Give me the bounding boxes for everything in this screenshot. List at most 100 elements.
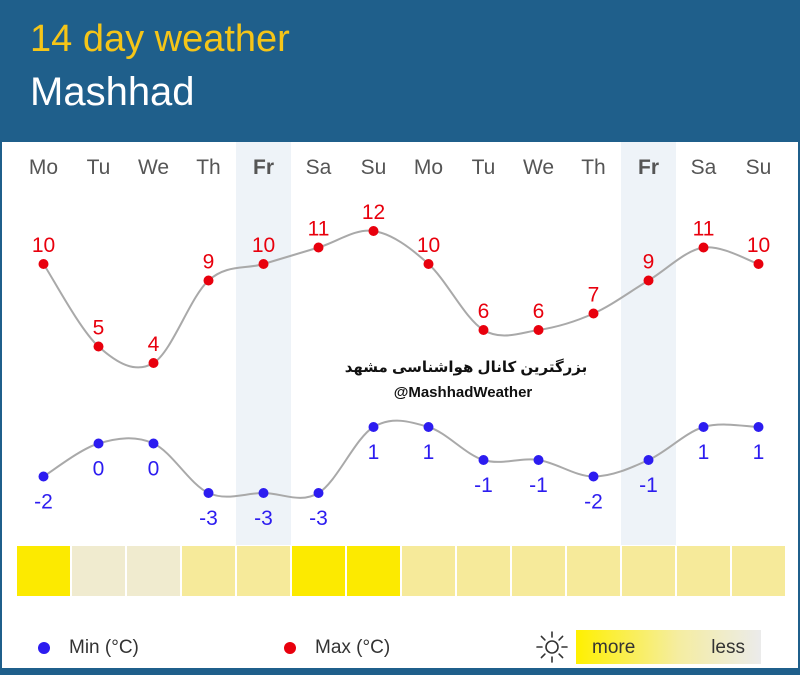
min-point	[643, 455, 654, 465]
sunshine-scale: more less	[576, 630, 761, 664]
day-label: Sa	[691, 156, 717, 179]
max-point	[258, 259, 269, 269]
min-point	[38, 471, 49, 482]
legend-max-dot	[284, 642, 296, 654]
min-point	[148, 438, 159, 449]
max-value-label: 6	[533, 300, 545, 323]
sunshine-cell	[72, 546, 125, 596]
day-label: Fr	[638, 156, 659, 179]
max-point	[698, 242, 709, 253]
legend-max: Max (°C)	[284, 628, 390, 668]
max-point	[203, 275, 214, 286]
max-value-label: 5	[93, 317, 105, 340]
day-label: Th	[196, 156, 221, 179]
min-value-label: -2	[584, 491, 603, 514]
sunshine-cell	[732, 546, 785, 596]
min-point	[753, 422, 764, 432]
min-value-label: -2	[34, 491, 53, 514]
sunshine-cell	[292, 546, 345, 596]
watermark-line1: بزرگترین کانال هواشناسی مشهد	[345, 358, 588, 376]
max-value-label: 7	[588, 284, 600, 307]
max-value-label: 12	[362, 201, 385, 224]
max-value-label: 10	[417, 234, 440, 257]
min-point	[478, 455, 489, 465]
frame-right-border	[798, 142, 800, 675]
sun-icon	[536, 631, 568, 663]
sunshine-more-label: more	[592, 637, 636, 658]
sunshine-cell	[347, 546, 400, 596]
min-value-label: -1	[474, 474, 493, 497]
min-value-label: 1	[753, 441, 765, 464]
sunshine-cell	[237, 546, 290, 596]
city-name: Mashhad	[30, 70, 195, 114]
max-value-label: 10	[747, 234, 770, 257]
day-label: Su	[361, 156, 387, 179]
max-point	[368, 226, 379, 236]
day-label: Mo	[29, 156, 58, 179]
day-label: Fr	[253, 156, 274, 179]
max-point	[588, 308, 599, 319]
max-point	[753, 259, 764, 269]
sunshine-cell	[622, 546, 675, 596]
sunshine-cell	[182, 546, 235, 596]
max-point	[93, 341, 104, 352]
max-point	[643, 275, 654, 286]
min-point	[588, 471, 599, 482]
min-point	[313, 488, 324, 498]
sunshine-cell	[127, 546, 180, 596]
max-point	[148, 358, 159, 368]
frame-left-border	[0, 142, 2, 675]
max-value-label: 9	[643, 251, 655, 274]
min-value-label: 1	[423, 441, 435, 464]
legend-min-label: Min (°C)	[69, 637, 139, 658]
max-value-label: 6	[478, 300, 490, 323]
max-value-label: 11	[308, 218, 330, 241]
min-point	[93, 438, 104, 449]
day-label: Tu	[87, 156, 111, 179]
min-point	[203, 488, 214, 498]
max-point	[38, 259, 49, 269]
sunshine-less-label: less	[711, 637, 745, 658]
footer-bar	[0, 668, 800, 675]
max-point	[533, 325, 544, 335]
max-value-label: 10	[252, 234, 275, 257]
sunshine-cell	[512, 546, 565, 596]
min-value-label: -1	[529, 474, 548, 497]
max-point	[423, 259, 434, 269]
day-label: Su	[746, 156, 772, 179]
day-label: Mo	[414, 156, 443, 179]
min-value-label: -3	[309, 507, 328, 530]
sunshine-cell	[17, 546, 70, 596]
max-value-label: 9	[203, 251, 215, 274]
sunshine-cell	[457, 546, 510, 596]
legend-min: Min (°C)	[38, 628, 139, 668]
day-label: We	[138, 156, 169, 179]
sunshine-cell	[402, 546, 455, 596]
sunshine-cell	[567, 546, 620, 596]
day-label: Sa	[306, 156, 332, 179]
max-value-label: 4	[148, 333, 160, 356]
min-value-label: -3	[199, 507, 218, 530]
min-point	[258, 488, 269, 498]
min-value-label: -3	[254, 507, 273, 530]
header: 14 day weather Mashhad	[0, 0, 800, 142]
min-value-label: 1	[698, 441, 710, 464]
highlight-band	[621, 142, 676, 545]
legend-min-dot	[38, 642, 50, 654]
min-value-label: 1	[368, 441, 380, 464]
highlight-band	[236, 142, 291, 545]
max-value-label: 10	[32, 234, 55, 257]
day-label: We	[523, 156, 554, 179]
max-value-label: 11	[693, 218, 715, 241]
min-value-label: 0	[93, 458, 105, 481]
min-point	[423, 422, 434, 432]
min-value-label: 0	[148, 458, 160, 481]
forecast-chart: Mo Tu We Th Fr Sa Su Mo Tu We Th Fr Sa Su105491011121…	[17, 142, 785, 596]
day-label: Tu	[472, 156, 496, 179]
min-point	[533, 455, 544, 465]
legend-max-label: Max (°C)	[315, 637, 391, 658]
min-point	[698, 422, 709, 432]
min-point	[368, 422, 379, 432]
min-value-label: -1	[639, 474, 658, 497]
watermark-line2: @MashhadWeather	[394, 384, 533, 401]
